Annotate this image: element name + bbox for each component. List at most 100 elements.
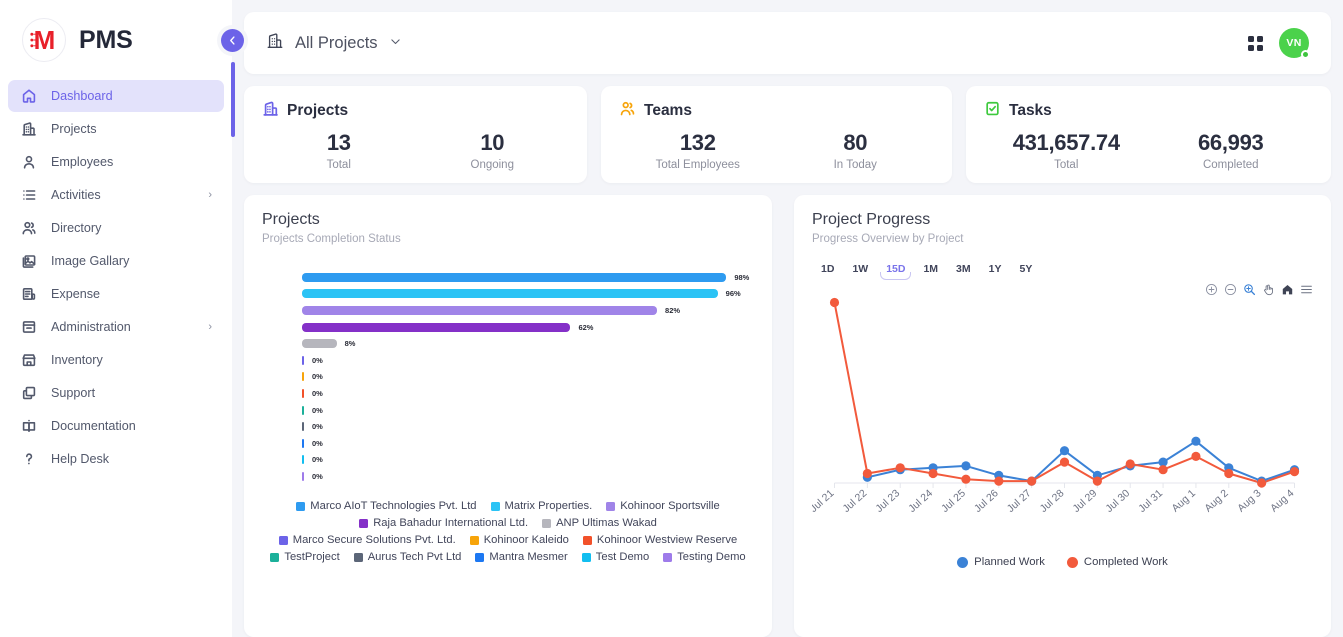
sidebar-item-projects[interactable]: Projects — [8, 113, 224, 145]
sidebar-item-help-desk[interactable]: Help Desk — [8, 443, 224, 475]
data-point[interactable] — [1027, 476, 1037, 486]
sidebar-item-documentation[interactable]: Documentation — [8, 410, 224, 442]
data-point[interactable] — [1191, 436, 1201, 446]
legend-item[interactable]: TestProject — [270, 552, 340, 563]
sidebar-item-dashboard[interactable]: Dashboard — [8, 80, 224, 112]
bar[interactable] — [302, 339, 337, 349]
bar[interactable] — [302, 405, 304, 415]
range-tab-15d[interactable]: 15D — [877, 261, 914, 280]
legend-item[interactable]: Marco Secure Solutions Pvt. Ltd. — [278, 534, 456, 546]
bar[interactable] — [302, 455, 304, 465]
data-point[interactable] — [895, 463, 905, 473]
bar[interactable] — [302, 422, 304, 432]
range-tab-1m[interactable]: 1M — [923, 263, 939, 275]
menu-icon[interactable] — [1300, 283, 1313, 296]
legend-label: Testing Demo — [677, 551, 746, 564]
range-tab-3m[interactable]: 3M — [956, 263, 971, 275]
sidebar-item-expense[interactable]: Expense — [8, 278, 224, 310]
sidebar-collapse-button[interactable] — [221, 29, 244, 52]
projects-chart-card: Projects Projects Completion Status 98% 9… — [244, 195, 772, 637]
bar[interactable] — [302, 355, 304, 365]
data-point[interactable] — [1125, 459, 1135, 469]
data-point[interactable] — [1158, 457, 1168, 467]
bar-row: 0% — [302, 452, 754, 469]
zoom-out-icon[interactable] — [1224, 283, 1237, 296]
legend-item[interactable]: Planned Work — [957, 556, 1045, 568]
legend-item[interactable]: Test Demo — [581, 552, 649, 563]
archive-icon — [20, 319, 37, 336]
bar[interactable] — [302, 471, 304, 481]
sidebar-item-directory[interactable]: Directory — [8, 212, 224, 244]
question-icon — [20, 451, 37, 468]
legend-item[interactable]: Raja Bahadur International Ltd. — [359, 517, 528, 529]
bar-value-label: 0% — [312, 471, 323, 481]
data-point[interactable] — [961, 461, 971, 471]
legend-swatch — [296, 501, 306, 511]
selection-zoom-icon[interactable] — [1243, 283, 1256, 296]
legend-item[interactable]: Kohinoor Sportsville — [606, 500, 720, 512]
time-range-tabs: 1D 1W 15D 1M 3M 1Y 5Y — [812, 261, 1313, 280]
legend-item[interactable]: Testing Demo — [663, 551, 746, 564]
legend-item[interactable]: ANP Ultimas Wakad — [542, 517, 657, 529]
pan-icon[interactable] — [1262, 283, 1275, 296]
brand-logo-icon: M — [22, 18, 66, 62]
data-point[interactable] — [1059, 446, 1070, 456]
range-tab-1d[interactable]: 1D — [821, 263, 835, 275]
x-axis-tick: Jul 24 — [906, 487, 935, 515]
bar-row: 0% — [302, 402, 754, 419]
x-axis-tick: Jul 31 — [1136, 487, 1165, 515]
legend-item[interactable]: Kohinoor Westview Reserve — [582, 534, 738, 547]
bar[interactable] — [302, 388, 304, 398]
data-point[interactable] — [1059, 457, 1070, 467]
legend-item[interactable]: Kohinoor Kaleido — [469, 534, 569, 546]
sidebar-scrollbar[interactable] — [231, 62, 235, 137]
bar-value-label: 82% — [665, 305, 681, 315]
bar-row: 0% — [302, 385, 754, 402]
sidebar-item-image-gallary[interactable]: Image Gallary — [8, 245, 224, 277]
sidebar-item-employees[interactable]: Employees — [8, 146, 224, 178]
legend-label: Kohinoor Westview Reserve — [596, 534, 738, 547]
x-axis-tick: Aug 3 — [1235, 487, 1264, 514]
legend-item[interactable]: Matrix Properties. — [490, 500, 592, 512]
legend-label: Completed Work — [1083, 556, 1168, 568]
data-point[interactable] — [961, 474, 971, 484]
data-point[interactable] — [829, 297, 840, 308]
grid-view-icon[interactable] — [1248, 35, 1263, 51]
bar[interactable] — [302, 438, 304, 448]
range-tab-1w[interactable]: 1W — [852, 263, 869, 275]
sidebar-item-support[interactable]: Support — [8, 377, 224, 409]
sidebar-item-inventory[interactable]: Inventory — [8, 344, 224, 376]
data-point[interactable] — [1224, 468, 1234, 479]
bar[interactable] — [302, 372, 304, 382]
sidebar-item-activities[interactable]: Activities › — [8, 179, 224, 211]
bar[interactable] — [302, 305, 658, 315]
legend-item[interactable]: Aurus Tech Pvt Ltd — [353, 552, 461, 563]
progress-card-subtitle: Progress Overview by Project — [812, 233, 964, 245]
bar[interactable] — [302, 289, 718, 299]
data-point[interactable] — [994, 476, 1004, 486]
range-tab-1y[interactable]: 1Y — [988, 263, 1002, 275]
bar[interactable] — [302, 322, 571, 332]
data-point[interactable] — [1092, 476, 1102, 486]
data-point[interactable] — [1289, 467, 1300, 477]
avatar[interactable]: VN — [1279, 28, 1310, 59]
data-point[interactable] — [1191, 451, 1201, 461]
stat-value: 431,657.74 — [1012, 130, 1120, 155]
data-point[interactable] — [928, 468, 938, 479]
legend-item[interactable]: Marco AIoT Technologies Pvt. Ltd — [296, 500, 477, 512]
data-point[interactable] — [1257, 478, 1267, 488]
project-selector[interactable]: All Projects — [266, 32, 402, 55]
reset-home-icon[interactable] — [1281, 283, 1294, 296]
sidebar-item-label: Activities — [51, 188, 101, 202]
range-tab-5y[interactable]: 5Y — [1019, 263, 1033, 275]
data-point[interactable] — [1158, 465, 1168, 475]
legend-item[interactable]: Mantra Mesmer — [475, 552, 568, 563]
legend-item[interactable]: Completed Work — [1066, 556, 1168, 568]
legend-swatch — [581, 553, 591, 563]
bar[interactable] — [302, 272, 727, 282]
zoom-in-icon[interactable] — [1205, 283, 1218, 296]
data-point[interactable] — [862, 468, 872, 479]
chevron-right-icon: › — [208, 189, 212, 201]
sidebar-item-administration[interactable]: Administration › — [8, 311, 224, 343]
stat-label: Total — [326, 159, 351, 171]
